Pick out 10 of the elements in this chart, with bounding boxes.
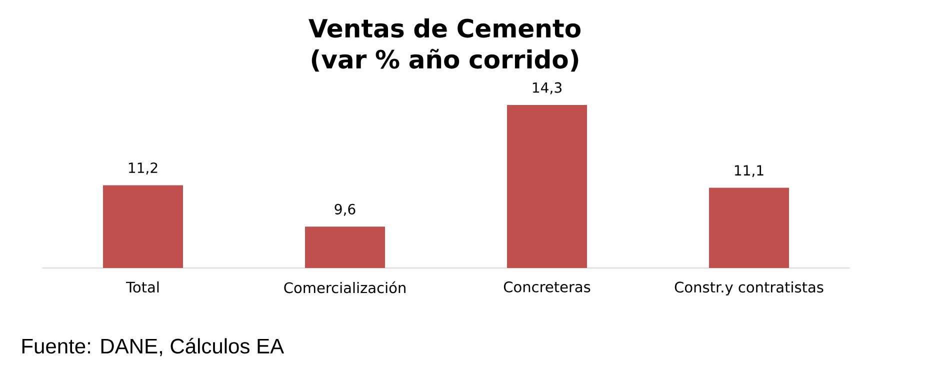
data-label: 9,6 bbox=[334, 204, 356, 216]
data-label: 11,2 bbox=[128, 162, 158, 174]
x-tick-label: Concreteras bbox=[504, 281, 590, 292]
source-note: Fuente: DANE, Cálculos EA bbox=[22, 338, 284, 356]
x-tick-label: Comercialización bbox=[284, 281, 406, 294]
data-label: 11,1 bbox=[734, 165, 764, 178]
x-tick-label: Constr.y contratistas bbox=[674, 281, 824, 296]
x-tick-label: Total bbox=[126, 281, 159, 293]
data-label: 14,3 bbox=[532, 82, 562, 94]
chart-title: Ventas de Cemento (var % año corrido) bbox=[308, 18, 580, 72]
